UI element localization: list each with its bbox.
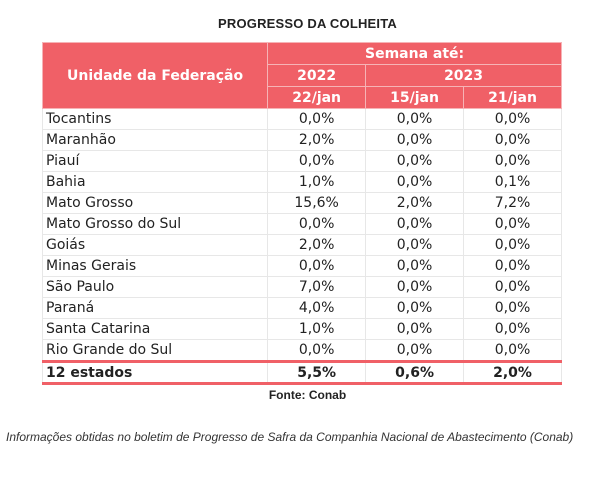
value-2023-21-jan: 0,0% xyxy=(463,339,562,362)
table-row: Maranhão 2,0% 0,0% 0,0% xyxy=(41,129,562,151)
value-2023-15-jan: 0,0% xyxy=(365,150,465,172)
value-2022: 15,6% xyxy=(267,192,367,214)
table-row: Goiás 2,0% 0,0% 0,0% xyxy=(41,234,562,256)
value-2022: 4,0% xyxy=(267,297,367,319)
state-name: Tocantins xyxy=(41,108,269,130)
table-row: Mato Grosso do Sul 0,0% 0,0% 0,0% xyxy=(41,213,562,235)
state-name: Paraná xyxy=(41,297,269,319)
value-2023-15-jan: 2,0% xyxy=(365,192,465,214)
table-row: Paraná 4,0% 0,0% 0,0% xyxy=(41,297,562,319)
harvest-progress-table: Unidade da Federação Semana até: 2022 20… xyxy=(41,42,562,385)
value-2022: 1,0% xyxy=(267,318,367,340)
value-2023-21-jan: 0,0% xyxy=(463,150,562,172)
date-header-21-jan: 21/jan xyxy=(463,86,562,109)
value-2023-15-jan: 0,0% xyxy=(365,255,465,277)
table-row: Santa Catarina 1,0% 0,0% 0,0% xyxy=(41,318,562,340)
footnote: Informações obtidas no boletim de Progre… xyxy=(6,430,574,444)
year-header-2022: 2022 xyxy=(267,64,367,87)
source-caption: Fonte: Conab xyxy=(268,388,347,402)
state-name: Maranhão xyxy=(41,129,269,151)
value-2023-15-jan: 0,0% xyxy=(365,171,465,193)
date-header-15-jan: 15/jan xyxy=(365,86,465,109)
year-header-2023: 2023 xyxy=(365,64,562,87)
total-label: 12 estados xyxy=(41,360,269,385)
value-2022: 0,0% xyxy=(267,339,367,362)
value-2023-15-jan: 0,0% xyxy=(365,339,465,362)
value-2023-15-jan: 0,0% xyxy=(365,318,465,340)
state-name: Mato Grosso xyxy=(41,192,269,214)
value-2023-21-jan: 0,0% xyxy=(463,108,562,130)
table-row: Rio Grande do Sul 0,0% 0,0% 0,0% xyxy=(41,339,562,362)
value-2023-15-jan: 0,0% xyxy=(365,234,465,256)
value-2022: 0,0% xyxy=(267,213,367,235)
value-2023-21-jan: 0,1% xyxy=(463,171,562,193)
value-2023-15-jan: 0,0% xyxy=(365,297,465,319)
week-header: Semana até: xyxy=(267,42,562,65)
total-value-2022: 5,5% xyxy=(267,360,367,385)
value-2023-21-jan: 0,0% xyxy=(463,318,562,340)
value-2023-21-jan: 0,0% xyxy=(463,255,562,277)
value-2022: 2,0% xyxy=(267,234,367,256)
value-2023-21-jan: 0,0% xyxy=(463,129,562,151)
total-value-2023-15-jan: 0,6% xyxy=(365,360,465,385)
value-2023-21-jan: 7,2% xyxy=(463,192,562,214)
value-2022: 2,0% xyxy=(267,129,367,151)
value-2022: 0,0% xyxy=(267,108,367,130)
value-2023-15-jan: 0,0% xyxy=(365,213,465,235)
state-name: São Paulo xyxy=(41,276,269,298)
value-2022: 7,0% xyxy=(267,276,367,298)
table-row: São Paulo 7,0% 0,0% 0,0% xyxy=(41,276,562,298)
state-name: Santa Catarina xyxy=(41,318,269,340)
state-name: Bahia xyxy=(41,171,269,193)
state-name: Mato Grosso do Sul xyxy=(41,213,269,235)
table-row: Bahia 1,0% 0,0% 0,1% xyxy=(41,171,562,193)
state-name: Rio Grande do Sul xyxy=(41,339,269,362)
state-name: Minas Gerais xyxy=(41,255,269,277)
value-2023-15-jan: 0,0% xyxy=(365,108,465,130)
value-2022: 0,0% xyxy=(267,255,367,277)
value-2023-21-jan: 0,0% xyxy=(463,297,562,319)
state-name: Piauí xyxy=(41,150,269,172)
value-2023-15-jan: 0,0% xyxy=(365,129,465,151)
table-row: Mato Grosso 15,6% 2,0% 7,2% xyxy=(41,192,562,214)
state-name: Goiás xyxy=(41,234,269,256)
total-value-2023-21-jan: 2,0% xyxy=(463,360,562,385)
value-2023-21-jan: 0,0% xyxy=(463,234,562,256)
value-2022: 1,0% xyxy=(267,171,367,193)
date-header-22-jan: 22/jan xyxy=(267,86,367,109)
table-row: Minas Gerais 0,0% 0,0% 0,0% xyxy=(41,255,562,277)
table-row: Tocantins 0,0% 0,0% 0,0% xyxy=(41,108,562,130)
value-2023-21-jan: 0,0% xyxy=(463,276,562,298)
uf-column-header: Unidade da Federação xyxy=(41,42,269,109)
value-2023-15-jan: 0,0% xyxy=(365,276,465,298)
total-row: 12 estados 5,5% 0,6% 2,0% xyxy=(41,360,562,385)
page-title: PROGRESSO DA COLHEITA xyxy=(218,16,397,31)
table-row: Piauí 0,0% 0,0% 0,0% xyxy=(41,150,562,172)
value-2023-21-jan: 0,0% xyxy=(463,213,562,235)
value-2022: 0,0% xyxy=(267,150,367,172)
